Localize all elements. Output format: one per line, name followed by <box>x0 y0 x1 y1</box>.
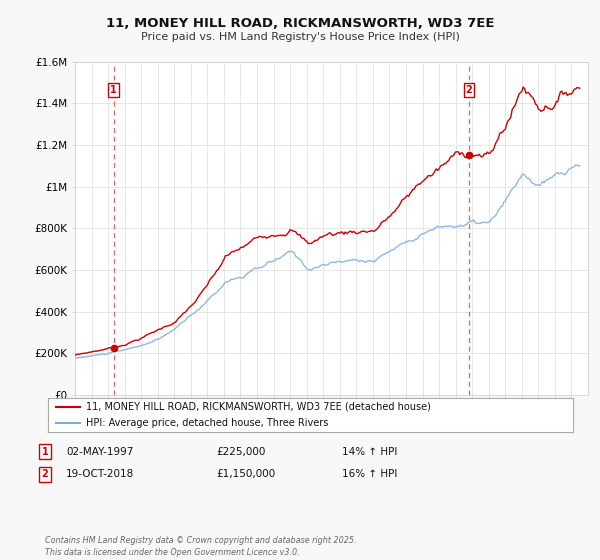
Text: 2: 2 <box>41 469 49 479</box>
Text: 11, MONEY HILL ROAD, RICKMANSWORTH, WD3 7EE (detached house): 11, MONEY HILL ROAD, RICKMANSWORTH, WD3 … <box>86 402 431 412</box>
Text: 14% ↑ HPI: 14% ↑ HPI <box>342 447 397 457</box>
Text: £1,150,000: £1,150,000 <box>216 469 275 479</box>
Text: 11, MONEY HILL ROAD, RICKMANSWORTH, WD3 7EE: 11, MONEY HILL ROAD, RICKMANSWORTH, WD3 … <box>106 17 494 30</box>
Text: Contains HM Land Registry data © Crown copyright and database right 2025.
This d: Contains HM Land Registry data © Crown c… <box>45 536 356 557</box>
Text: 19-OCT-2018: 19-OCT-2018 <box>66 469 134 479</box>
Text: 02-MAY-1997: 02-MAY-1997 <box>66 447 133 457</box>
Text: Price paid vs. HM Land Registry's House Price Index (HPI): Price paid vs. HM Land Registry's House … <box>140 32 460 43</box>
Text: 2: 2 <box>466 85 472 95</box>
Text: HPI: Average price, detached house, Three Rivers: HPI: Average price, detached house, Thre… <box>86 418 328 428</box>
Text: 16% ↑ HPI: 16% ↑ HPI <box>342 469 397 479</box>
Text: £225,000: £225,000 <box>216 447 265 457</box>
Text: 1: 1 <box>110 85 117 95</box>
Text: 1: 1 <box>41 447 49 457</box>
